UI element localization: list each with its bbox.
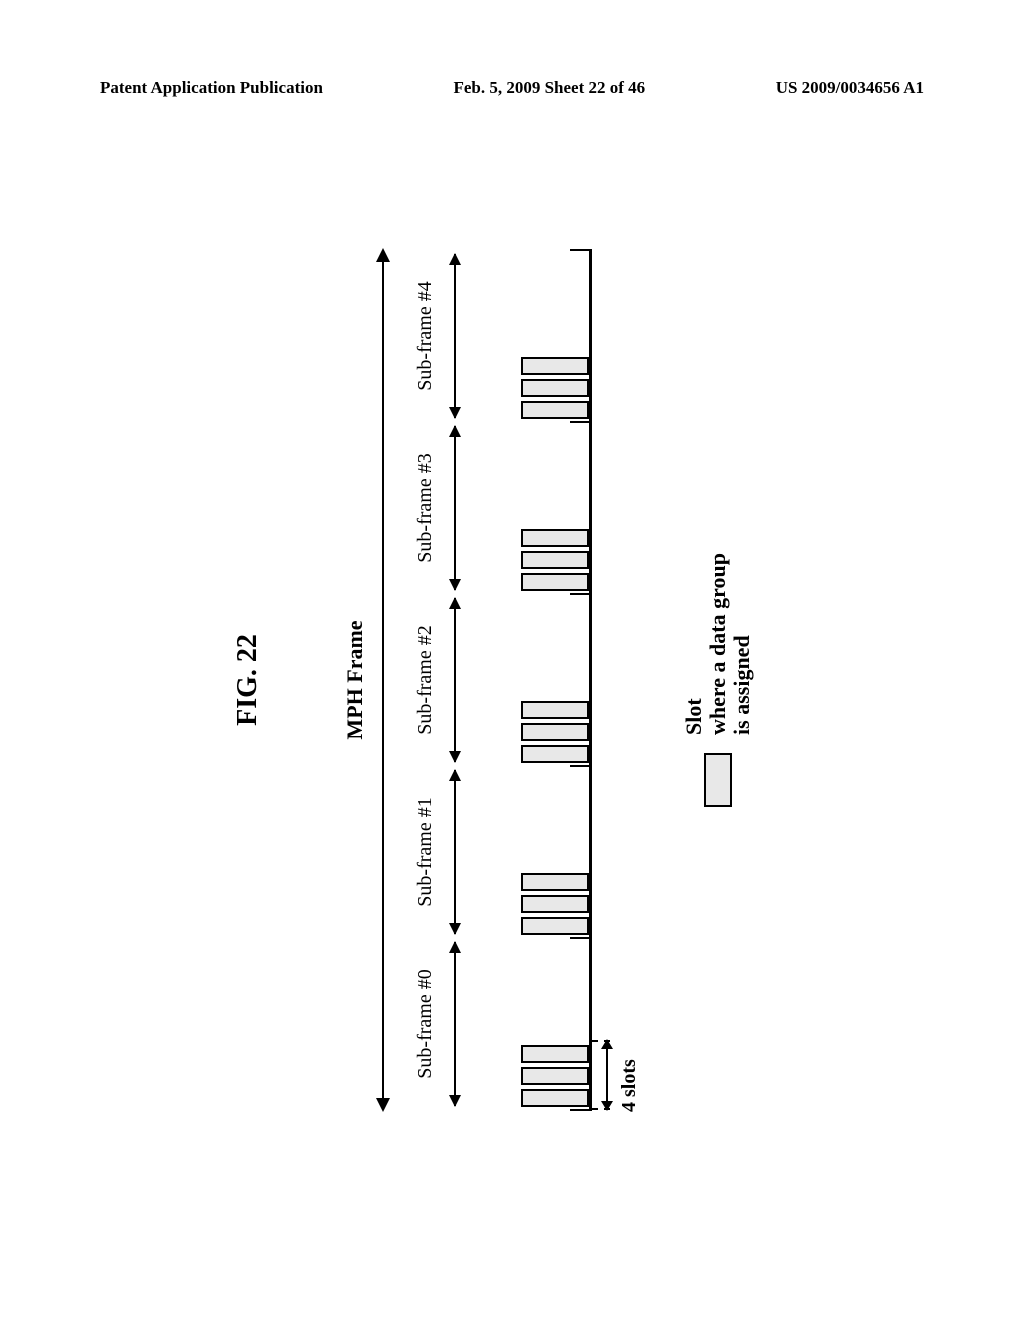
subframe-arrow	[454, 426, 456, 590]
timeline	[482, 250, 592, 1110]
four-slots-label: 4 slots	[618, 1059, 641, 1112]
subframe-label: Sub-frame #2	[410, 594, 437, 766]
subframe-tick	[570, 1109, 592, 1111]
subframe: Sub-frame #2	[410, 594, 470, 766]
slot	[521, 1045, 589, 1063]
mph-frame-arrow	[382, 250, 384, 1110]
slot	[521, 745, 589, 763]
subframe-tick	[570, 249, 592, 251]
subframe-label: Sub-frame #1	[410, 766, 437, 938]
slot	[521, 573, 589, 591]
subframe: Sub-frame #0	[410, 938, 470, 1110]
page-header: Patent Application Publication Feb. 5, 2…	[100, 78, 924, 98]
slot	[521, 873, 589, 891]
subframe-arrow	[454, 770, 456, 934]
legend-text: Slot where a data group is assigned	[682, 553, 755, 735]
legend: Slot where a data group is assigned	[682, 130, 755, 1230]
subframe-tick	[570, 421, 592, 423]
subframe-arrow	[454, 254, 456, 418]
subframe-label: Sub-frame #3	[410, 422, 437, 594]
header-right: US 2009/0034656 A1	[776, 78, 924, 98]
figure-wrapper: FIG. 22 MPH Frame Sub-frame #0Sub-frame …	[232, 130, 792, 1230]
subframe-arrow	[454, 942, 456, 1106]
slot	[521, 379, 589, 397]
slot	[521, 723, 589, 741]
slot	[521, 551, 589, 569]
subframe-row: Sub-frame #0Sub-frame #1Sub-frame #2Sub-…	[410, 250, 470, 1110]
subframe: Sub-frame #4	[410, 250, 470, 422]
slot	[521, 1089, 589, 1107]
header-left: Patent Application Publication	[100, 78, 323, 98]
mph-frame-title: MPH Frame	[342, 130, 368, 1230]
subframe: Sub-frame #3	[410, 422, 470, 594]
slot	[521, 917, 589, 935]
slot	[521, 401, 589, 419]
legend-slot-box	[704, 753, 732, 807]
slot	[521, 895, 589, 913]
subframe-tick	[570, 937, 592, 939]
timeline-baseline	[589, 250, 592, 1110]
slot	[521, 701, 589, 719]
slot	[521, 1067, 589, 1085]
figure-label: FIG. 22	[232, 130, 264, 1230]
header-center: Feb. 5, 2009 Sheet 22 of 46	[453, 78, 645, 98]
subframe-tick	[570, 765, 592, 767]
subframe: Sub-frame #1	[410, 766, 470, 938]
figure-22: FIG. 22 MPH Frame Sub-frame #0Sub-frame …	[232, 130, 792, 1230]
subframe-tick	[570, 593, 592, 595]
subframe-label: Sub-frame #4	[410, 250, 437, 422]
subframe-label: Sub-frame #0	[410, 938, 437, 1110]
slot	[521, 357, 589, 375]
slot	[521, 529, 589, 547]
subframe-arrow	[454, 598, 456, 762]
